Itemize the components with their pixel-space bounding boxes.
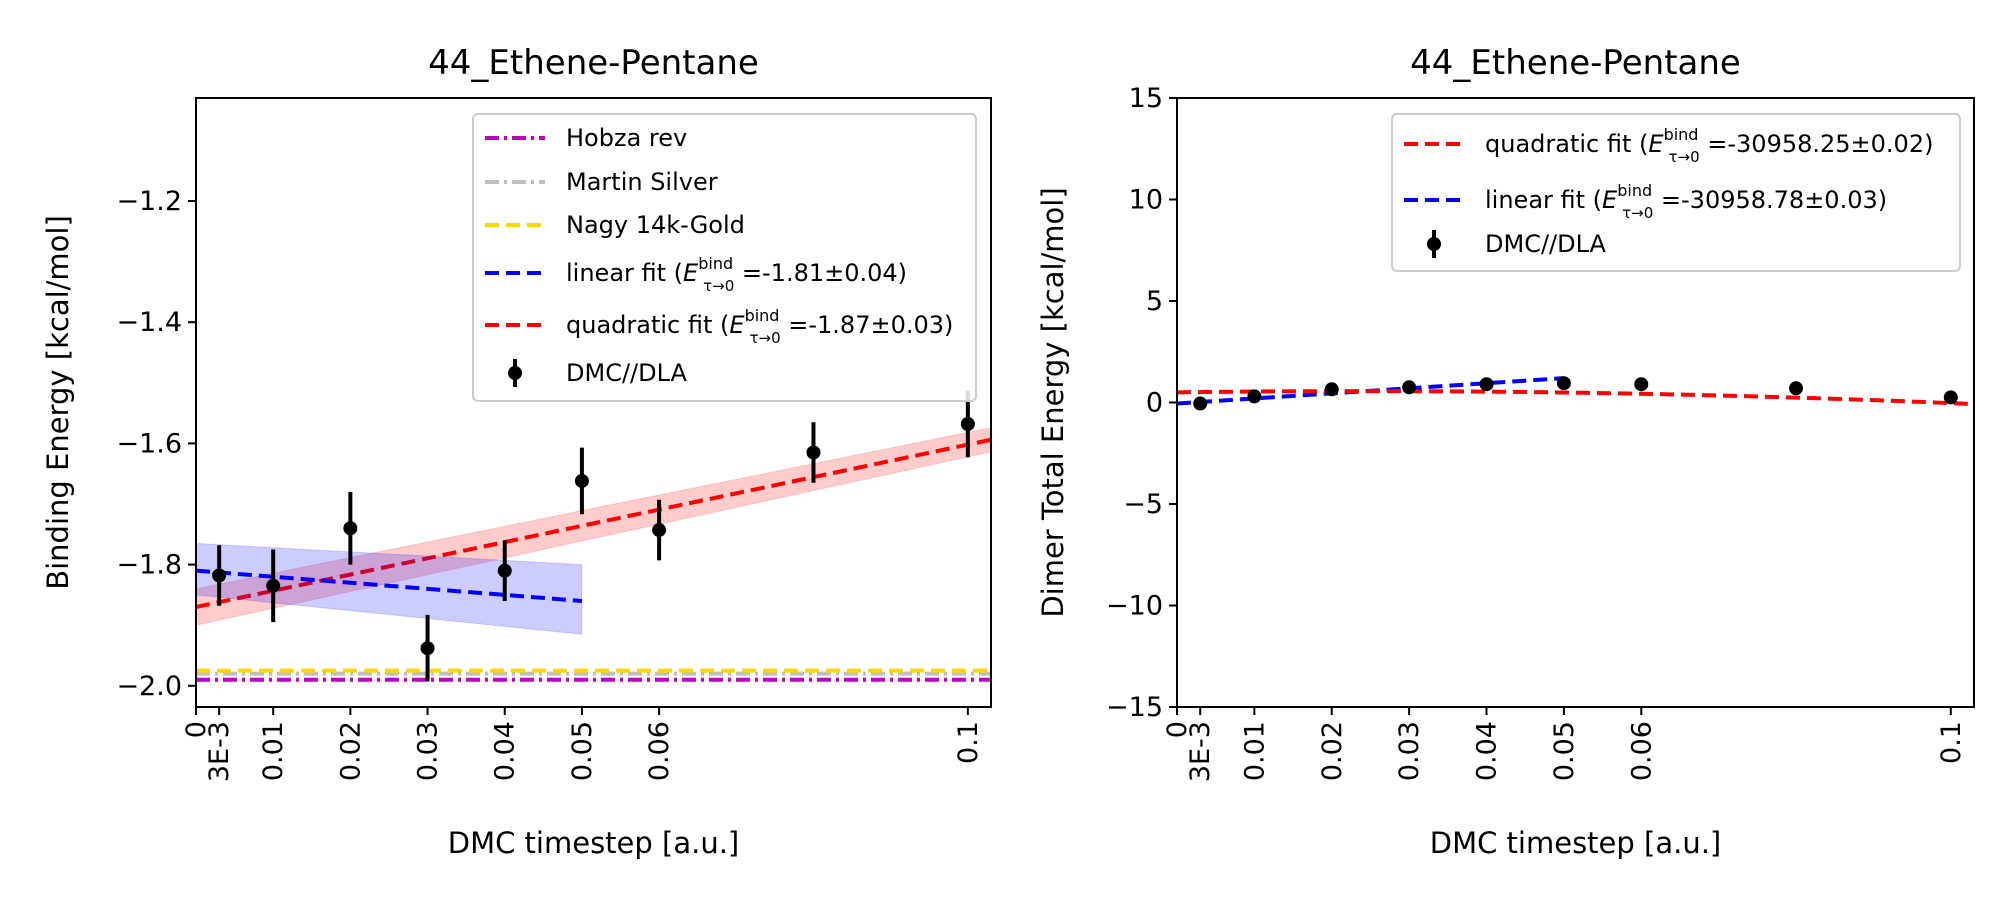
data-point: [1247, 389, 1262, 404]
x-tick-label: 0: [181, 721, 212, 738]
y-tick-label: −10: [1106, 591, 1163, 622]
y-tick-label: −1.2: [116, 186, 182, 217]
data-point: [1193, 396, 1208, 411]
x-tick-label: 0.1: [953, 721, 984, 764]
data-point: [1634, 377, 1649, 392]
plot-area: [1177, 376, 1974, 411]
data-point: [497, 563, 512, 578]
legend-entry: Hobza rev: [566, 124, 687, 152]
legend-entry: Nagy 14k-Gold: [566, 211, 745, 239]
legend-entry: Martin Silver: [566, 168, 718, 196]
x-tick-label: 0: [1162, 721, 1193, 738]
x-axis-label: DMC timestep [a.u.]: [1430, 826, 1722, 860]
legend-entry: linear fit (Ebind τ→0 =-1.81±0.04): [566, 254, 907, 295]
axes-frame: [195, 97, 992, 708]
x-tick-label: 0.01: [1239, 721, 1270, 781]
x-tick-label: 3E-3: [204, 721, 235, 782]
x-tick-label: 0.04: [490, 721, 521, 781]
legend-entry: linear fit (Ebind τ→0 =-30958.78±0.03): [1485, 181, 1887, 222]
legend-box: [1391, 113, 1961, 272]
legend: quadratic fit (Ebind τ→0 =-30958.25±0.02)…: [1391, 113, 1961, 272]
y-tick-label: 15: [1129, 83, 1163, 114]
x-tick-label: 0.06: [1626, 721, 1657, 781]
data-point: [1556, 376, 1571, 391]
legend-entry: quadratic fit (Ebind τ→0 =-1.87±0.03): [566, 306, 953, 347]
x-tick-label: 0.03: [1394, 721, 1425, 781]
quadratic-fit-line: [1177, 389, 1974, 407]
legend: Hobza rev Martin Silver Nagy 14k-Gold linea…: [472, 113, 977, 402]
data-point: [1479, 377, 1494, 392]
data-point: [652, 523, 667, 538]
x-tick-label: 0.05: [1549, 721, 1580, 781]
quadratic-fit-band: [196, 427, 991, 626]
data-point: [212, 568, 227, 583]
y-tick-label: −1.4: [116, 307, 182, 338]
y-tick-label: 5: [1146, 286, 1163, 317]
data-point: [420, 641, 435, 656]
x-tick-label: 0.06: [644, 721, 675, 781]
data-point: [266, 578, 281, 593]
x-tick-label: 0.03: [413, 721, 444, 781]
chart-title: 44_Ethene-Pentane: [428, 43, 759, 83]
data-point: [343, 521, 358, 536]
plot-area: [196, 390, 991, 682]
x-tick-label: 0.01: [258, 721, 289, 781]
x-tick-label: 0.02: [335, 721, 366, 781]
data-point: [960, 417, 975, 432]
y-tick-label: −5: [1123, 489, 1163, 520]
linear-fit-band: [196, 542, 583, 635]
y-axis-label: Binding Energy [kcal/mol]: [41, 215, 75, 590]
y-tick-label: −1.8: [116, 550, 182, 581]
y-axis-label: Dimer Total Energy [kcal/mol]: [1036, 187, 1070, 617]
x-tick-label: 0.04: [1472, 721, 1503, 781]
y-tick-label: −1.6: [116, 428, 182, 459]
legend-marker: [508, 366, 522, 380]
y-tick-label: 10: [1129, 185, 1163, 216]
y-tick-label: −15: [1106, 692, 1163, 723]
linear-fit-line: [196, 568, 583, 603]
legend-entry: DMC//DLA: [1485, 230, 1607, 258]
legend-marker: [1427, 237, 1441, 251]
legend-entry: quadratic fit (Ebind τ→0 =-30958.25±0.02): [1485, 125, 1933, 166]
chart-panel-1: −2.0 −1.8 −1.6 −1.4 −1.2 03E-3 0.01 0.02 0.03 0.0…: [41, 43, 992, 860]
data-point: [574, 473, 589, 488]
x-tick-label: 3E-3: [1185, 721, 1216, 782]
data-point: [1402, 380, 1417, 395]
data-point: [1943, 390, 1958, 405]
data-point: [1789, 381, 1804, 396]
x-tick-label: 0.1: [1936, 721, 1967, 764]
x-axis-label: DMC timestep [a.u.]: [448, 826, 740, 860]
legend-entry: DMC//DLA: [566, 359, 688, 387]
x-tick-label: 0.05: [567, 721, 598, 781]
x-tick-label: 0.02: [1317, 721, 1348, 781]
data-point: [1324, 382, 1339, 397]
y-tick-label: 0: [1146, 388, 1163, 419]
y-tick-label: −2.0: [116, 671, 182, 702]
legend-box: [472, 113, 977, 402]
data-point: [806, 445, 821, 460]
chart-title: 44_Ethene-Pentane: [1410, 43, 1741, 83]
